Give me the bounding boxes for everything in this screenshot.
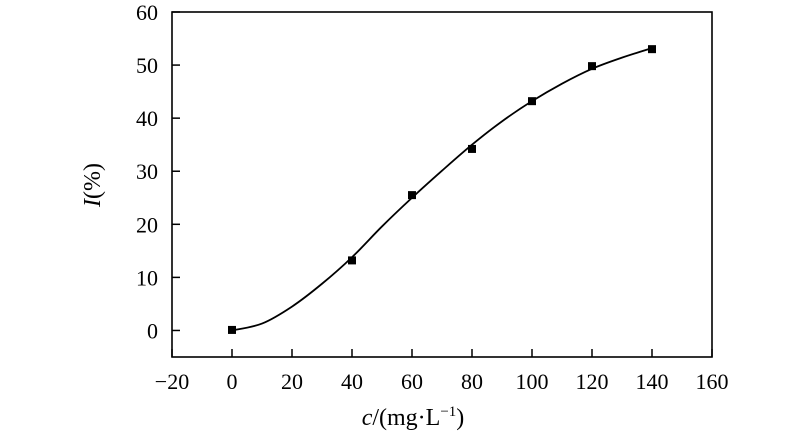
x-axis-label-sup: −1	[440, 404, 456, 420]
x-tick-label: 140	[636, 369, 669, 394]
y-axis-label-var: I	[80, 198, 106, 208]
x-tick-label: 60	[401, 369, 423, 394]
data-point	[348, 256, 356, 265]
data-point	[648, 45, 656, 54]
data-point	[468, 144, 476, 153]
x-tick-label: 120	[576, 369, 609, 394]
y-axis-label: I(%)	[80, 163, 106, 208]
y-tick-label: 10	[136, 265, 158, 290]
y-tick-label: 0	[147, 318, 158, 343]
x-tick-label: 100	[516, 369, 549, 394]
x-tick-label: 0	[227, 369, 238, 394]
data-point	[228, 325, 236, 334]
y-tick-label: 40	[136, 106, 158, 131]
y-tick-label: 30	[136, 159, 158, 184]
y-axis-label-unit: (%)	[80, 163, 106, 199]
data-point	[408, 191, 416, 200]
data-point	[588, 62, 596, 71]
x-axis-label-var: c	[362, 405, 373, 431]
x-tick-label: 160	[696, 369, 729, 394]
fit-curve	[231, 47, 653, 332]
y-tick-label: 50	[136, 53, 158, 78]
x-tick-label: 80	[461, 369, 483, 394]
x-tick-label: −20	[155, 369, 189, 394]
x-axis-label: c/(mg·L−1)	[362, 404, 465, 431]
y-tick-label: 20	[136, 212, 158, 237]
plot-frame	[171, 11, 713, 358]
x-tick-label: 20	[281, 369, 303, 394]
y-tick-label: 60	[136, 0, 158, 25]
x-axis-label-unit: /(mg·L	[372, 405, 440, 431]
x-tick-label: 40	[341, 369, 363, 394]
data-point	[528, 97, 536, 106]
x-axis-label-close: )	[456, 405, 464, 431]
